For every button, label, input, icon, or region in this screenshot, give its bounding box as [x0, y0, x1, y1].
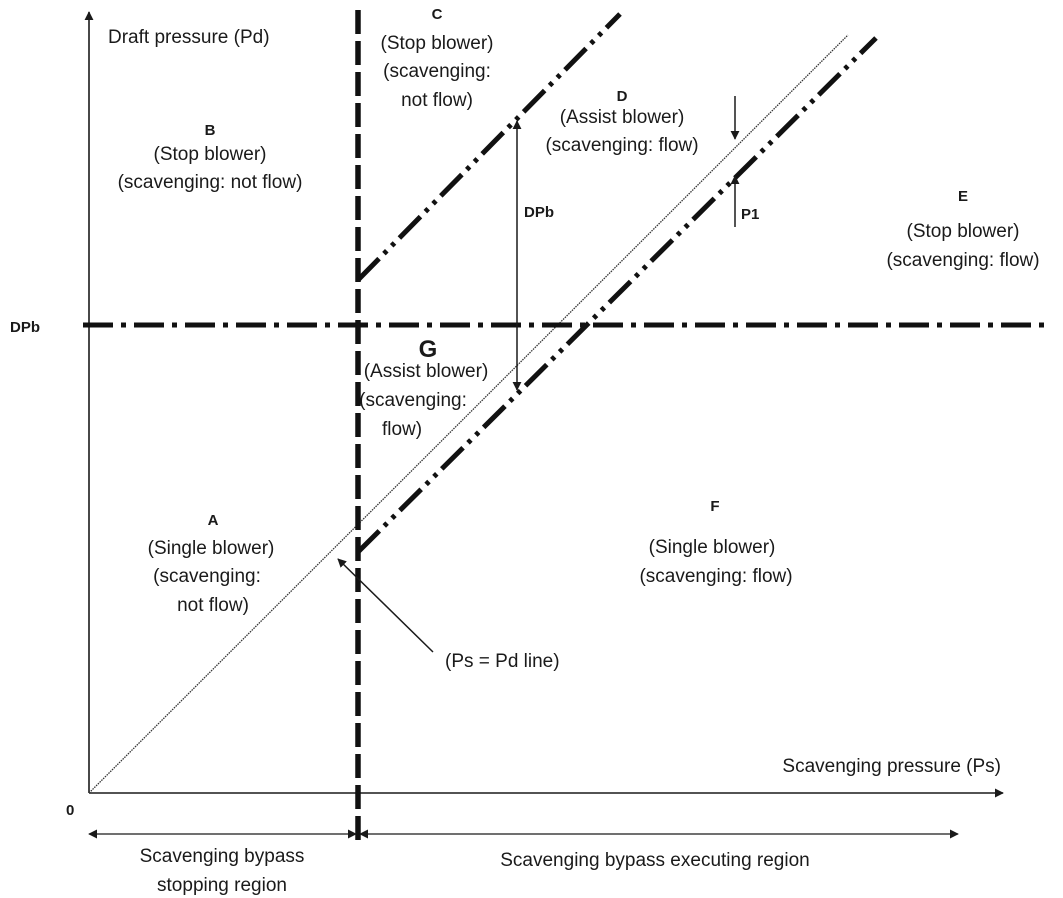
lower-threshold-line: [356, 36, 878, 554]
region-c-line-3: not flow): [401, 90, 473, 111]
ps-pd-line: [88, 34, 849, 794]
p1-arrow-label: P1: [741, 206, 759, 223]
dpb-arrow-label: DPb: [524, 204, 554, 221]
upper-threshold-line: [356, 12, 622, 282]
region-f-line-2: (scavenging: flow): [639, 566, 792, 587]
dpb-axis-label: DPb: [10, 319, 40, 336]
region-a-line-3: not flow): [177, 595, 249, 616]
stopping-region-line-2: stopping region: [157, 875, 287, 896]
region-d: D (Assist blower) (scavenging: flow): [545, 88, 698, 156]
stopping-region-line-1: Scavenging bypass: [140, 846, 305, 867]
region-a-line-1: (Single blower): [148, 538, 275, 559]
region-e-line-1: (Stop blower): [907, 221, 1020, 242]
region-f-letter: F: [710, 498, 719, 515]
origin-label: 0: [66, 802, 74, 819]
region-e: E (Stop blower) (scavenging: flow): [886, 188, 1039, 271]
y-axis-label: Draft pressure (Pd): [108, 27, 270, 48]
region-b-line-2: (scavenging: not flow): [118, 172, 303, 193]
region-f: F (Single blower) (scavenging: flow): [639, 498, 792, 587]
region-c-line-2: (scavenging:: [383, 61, 491, 82]
region-d-letter: D: [617, 88, 628, 105]
region-b-letter: B: [205, 122, 216, 139]
ps-pd-pointer-arrow: [337, 558, 434, 653]
region-g-line-3: flow): [382, 419, 422, 440]
region-c-letter: C: [432, 6, 443, 23]
stopping-region-label: Scavenging bypass stopping region: [140, 846, 305, 896]
region-a-line-2: (scavenging:: [153, 566, 261, 587]
region-e-letter: E: [958, 188, 968, 205]
region-b: B (Stop blower) (scavenging: not flow): [118, 122, 303, 193]
region-g-line-2: (scavenging:: [359, 390, 467, 411]
region-a: A (Single blower) (scavenging: not flow): [148, 512, 275, 616]
region-g: G (Assist blower) (scavenging: flow): [359, 336, 488, 440]
region-d-line-2: (scavenging: flow): [545, 135, 698, 156]
region-d-line-1: (Assist blower): [560, 107, 685, 128]
region-c: C (Stop blower) (scavenging: not flow): [381, 6, 494, 111]
ps-pd-line-label: (Ps = Pd line): [445, 651, 560, 672]
region-c-line-1: (Stop blower): [381, 33, 494, 54]
region-f-line-1: (Single blower): [649, 537, 776, 558]
executing-region-label: Scavenging bypass executing region: [500, 850, 809, 871]
x-axis-label: Scavenging pressure (Ps): [782, 756, 1001, 777]
region-e-line-2: (scavenging: flow): [886, 250, 1039, 271]
region-g-letter: G: [419, 336, 438, 363]
region-a-letter: A: [208, 512, 219, 529]
region-g-line-1: (Assist blower): [364, 361, 489, 382]
region-b-line-1: (Stop blower): [154, 144, 267, 165]
